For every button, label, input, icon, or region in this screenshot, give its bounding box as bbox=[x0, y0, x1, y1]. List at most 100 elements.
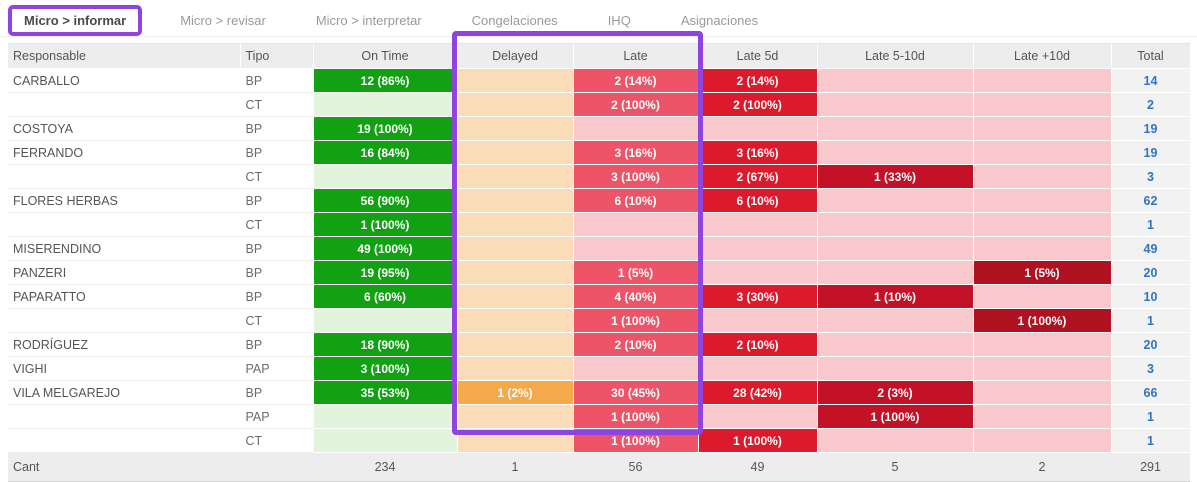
total-cell[interactable]: 1 bbox=[1111, 308, 1191, 333]
cell-late-5-10d[interactable] bbox=[817, 260, 974, 285]
cell-late-10d[interactable] bbox=[973, 236, 1112, 261]
cell-late[interactable]: 3 (100%) bbox=[573, 164, 699, 189]
cell-on-time[interactable]: 56 (90%) bbox=[313, 188, 458, 213]
cell-on-time[interactable] bbox=[313, 404, 458, 429]
total-cell[interactable]: 14 bbox=[1111, 68, 1191, 93]
cell-delayed[interactable] bbox=[457, 212, 574, 237]
cell-late[interactable] bbox=[573, 116, 699, 141]
cell-late-10d[interactable] bbox=[973, 116, 1112, 141]
cell-late-5-10d[interactable] bbox=[817, 140, 974, 165]
total-cell[interactable]: 3 bbox=[1111, 356, 1191, 381]
cell-late-5d[interactable]: 2 (14%) bbox=[698, 68, 818, 93]
cell-late[interactable]: 1 (100%) bbox=[573, 308, 699, 333]
cell-late-5d[interactable]: 2 (100%) bbox=[698, 92, 818, 117]
tab-ihq[interactable]: IHQ bbox=[607, 13, 631, 28]
cell-late-10d[interactable] bbox=[973, 284, 1112, 309]
cell-late-5-10d[interactable] bbox=[817, 116, 974, 141]
cell-late[interactable]: 6 (10%) bbox=[573, 188, 699, 213]
total-cell[interactable]: 20 bbox=[1111, 260, 1191, 285]
cell-late-5d[interactable] bbox=[698, 404, 818, 429]
total-cell[interactable]: 1 bbox=[1111, 404, 1191, 429]
cell-late[interactable] bbox=[573, 236, 699, 261]
cell-late-5-10d[interactable]: 2 (3%) bbox=[817, 380, 974, 405]
cell-late-5-10d[interactable]: 1 (10%) bbox=[817, 284, 974, 309]
cell-on-time[interactable]: 19 (95%) bbox=[313, 260, 458, 285]
total-cell[interactable]: 10 bbox=[1111, 284, 1191, 309]
cell-late-5d[interactable]: 2 (10%) bbox=[698, 332, 818, 357]
cell-on-time[interactable]: 12 (86%) bbox=[313, 68, 458, 93]
cell-on-time[interactable] bbox=[313, 428, 458, 453]
cell-late-5d[interactable] bbox=[698, 116, 818, 141]
cell-late[interactable]: 2 (10%) bbox=[573, 332, 699, 357]
cell-on-time[interactable]: 3 (100%) bbox=[313, 356, 458, 381]
cell-late-5-10d[interactable]: 1 (33%) bbox=[817, 164, 974, 189]
cell-late-10d[interactable] bbox=[973, 380, 1112, 405]
tab-asignaciones[interactable]: Asignaciones bbox=[680, 13, 759, 28]
cell-late[interactable] bbox=[573, 212, 699, 237]
cell-late[interactable]: 1 (100%) bbox=[573, 428, 699, 453]
cell-late-5d[interactable] bbox=[698, 236, 818, 261]
cell-delayed[interactable] bbox=[457, 284, 574, 309]
cell-delayed[interactable] bbox=[457, 308, 574, 333]
cell-on-time[interactable]: 6 (60%) bbox=[313, 284, 458, 309]
cell-late-5-10d[interactable] bbox=[817, 68, 974, 93]
cell-on-time[interactable] bbox=[313, 92, 458, 117]
cell-late-10d[interactable] bbox=[973, 404, 1112, 429]
cell-late-5-10d[interactable] bbox=[817, 188, 974, 213]
cell-late[interactable]: 4 (40%) bbox=[573, 284, 699, 309]
total-cell[interactable]: 1 bbox=[1111, 212, 1191, 237]
total-cell[interactable]: 19 bbox=[1111, 116, 1191, 141]
cell-late[interactable]: 1 (100%) bbox=[573, 404, 699, 429]
tab-micro-revisar[interactable]: Micro > revisar bbox=[180, 13, 266, 28]
cell-on-time[interactable]: 49 (100%) bbox=[313, 236, 458, 261]
cell-delayed[interactable] bbox=[457, 92, 574, 117]
total-cell[interactable]: 1 bbox=[1111, 428, 1191, 453]
cell-on-time[interactable] bbox=[313, 308, 458, 333]
cell-late-10d[interactable]: 1 (100%) bbox=[973, 308, 1112, 333]
cell-late-5d[interactable]: 1 (100%) bbox=[698, 428, 818, 453]
cell-delayed[interactable] bbox=[457, 332, 574, 357]
cell-late-5-10d[interactable] bbox=[817, 236, 974, 261]
total-cell[interactable]: 19 bbox=[1111, 140, 1191, 165]
cell-delayed[interactable] bbox=[457, 428, 574, 453]
cell-delayed[interactable] bbox=[457, 68, 574, 93]
cell-on-time[interactable]: 19 (100%) bbox=[313, 116, 458, 141]
cell-late-5d[interactable]: 2 (67%) bbox=[698, 164, 818, 189]
cell-late-10d[interactable] bbox=[973, 164, 1112, 189]
tab-micro-informar[interactable]: Micro > informar bbox=[8, 5, 143, 36]
cell-late-5-10d[interactable] bbox=[817, 92, 974, 117]
total-cell[interactable]: 2 bbox=[1111, 92, 1191, 117]
cell-late-5-10d[interactable] bbox=[817, 212, 974, 237]
cell-delayed[interactable] bbox=[457, 356, 574, 381]
cell-on-time[interactable]: 35 (53%) bbox=[313, 380, 458, 405]
cell-late-5-10d[interactable] bbox=[817, 308, 974, 333]
total-cell[interactable]: 3 bbox=[1111, 164, 1191, 189]
cell-late-5d[interactable]: 28 (42%) bbox=[698, 380, 818, 405]
cell-late-5-10d[interactable] bbox=[817, 356, 974, 381]
cell-late-10d[interactable] bbox=[973, 332, 1112, 357]
total-cell[interactable]: 62 bbox=[1111, 188, 1191, 213]
cell-delayed[interactable] bbox=[457, 236, 574, 261]
cell-late-5d[interactable]: 3 (16%) bbox=[698, 140, 818, 165]
cell-late-10d[interactable] bbox=[973, 212, 1112, 237]
cell-delayed[interactable] bbox=[457, 140, 574, 165]
total-cell[interactable]: 49 bbox=[1111, 236, 1191, 261]
cell-late[interactable]: 30 (45%) bbox=[573, 380, 699, 405]
cell-delayed[interactable] bbox=[457, 188, 574, 213]
cell-late-5d[interactable] bbox=[698, 212, 818, 237]
cell-late-5d[interactable] bbox=[698, 260, 818, 285]
cell-late-10d[interactable] bbox=[973, 68, 1112, 93]
cell-delayed[interactable] bbox=[457, 404, 574, 429]
cell-on-time[interactable] bbox=[313, 164, 458, 189]
total-cell[interactable]: 66 bbox=[1111, 380, 1191, 405]
tab-micro-interpretar[interactable]: Micro > interpretar bbox=[315, 13, 422, 28]
cell-late-10d[interactable] bbox=[973, 188, 1112, 213]
cell-late-5-10d[interactable] bbox=[817, 428, 974, 453]
tab-congelaciones[interactable]: Congelaciones bbox=[471, 13, 558, 28]
cell-late-5d[interactable] bbox=[698, 308, 818, 333]
cell-late-5d[interactable] bbox=[698, 356, 818, 381]
cell-delayed[interactable]: 1 (2%) bbox=[457, 380, 574, 405]
cell-late[interactable]: 2 (14%) bbox=[573, 68, 699, 93]
cell-late-10d[interactable] bbox=[973, 140, 1112, 165]
cell-delayed[interactable] bbox=[457, 260, 574, 285]
